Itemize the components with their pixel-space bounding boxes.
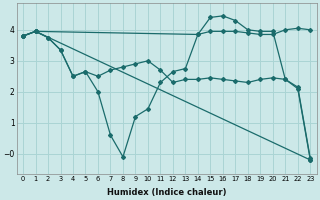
X-axis label: Humidex (Indice chaleur): Humidex (Indice chaleur) <box>107 188 227 197</box>
